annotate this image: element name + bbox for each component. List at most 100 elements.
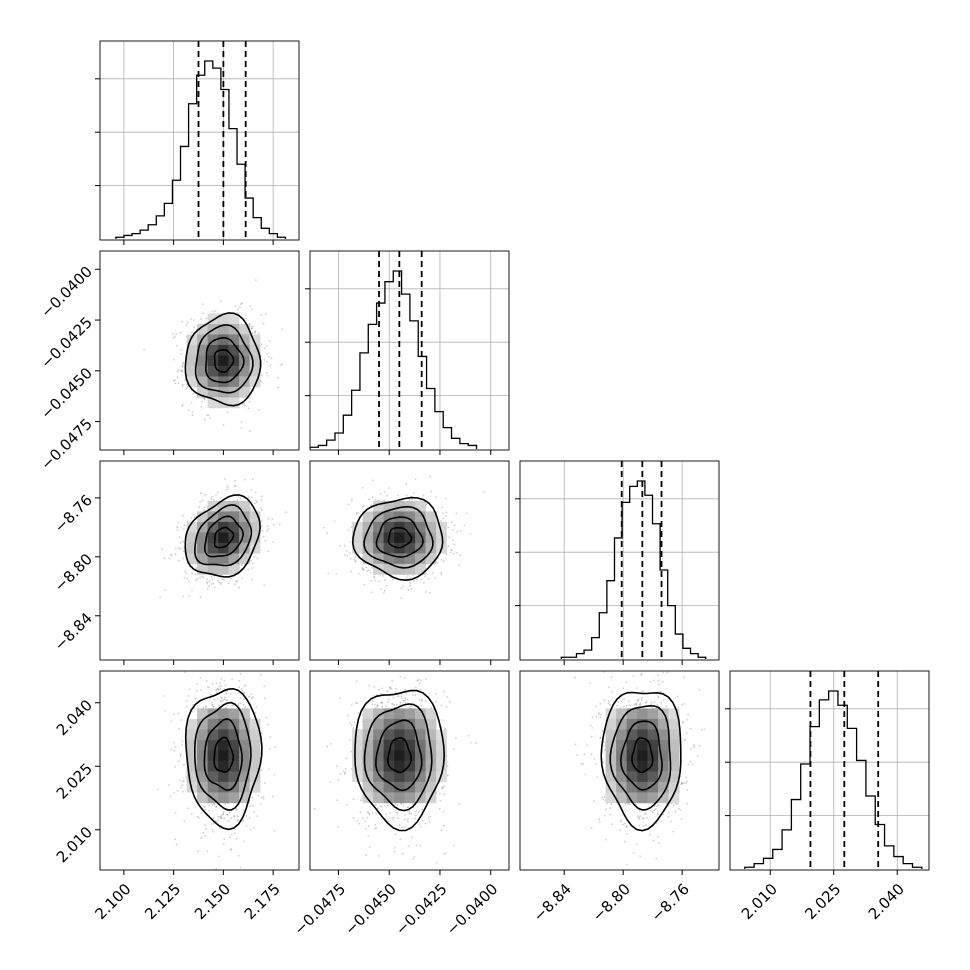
density-cell: [228, 365, 240, 377]
density-cell: [186, 729, 198, 741]
sample-point: [404, 677, 406, 679]
sample-point: [389, 686, 392, 689]
sample-point: [214, 310, 217, 312]
sample-point: [175, 333, 178, 335]
sample-point: [246, 666, 248, 668]
sample-point: [260, 355, 263, 357]
density-cell: [207, 739, 219, 751]
sample-point: [176, 376, 179, 379]
sample-point: [243, 698, 245, 701]
sample-point: [238, 679, 241, 682]
density-cell: [425, 532, 437, 544]
sample-point: [262, 536, 265, 538]
sample-point: [443, 690, 445, 693]
contour-line: [363, 703, 433, 812]
sample-point: [586, 744, 589, 747]
sample-point: [371, 703, 374, 706]
sample-point: [261, 732, 263, 735]
sample-point: [254, 491, 257, 494]
sample-point: [343, 772, 346, 775]
sample-point: [226, 813, 229, 816]
sample-point: [177, 522, 180, 524]
density-cell: [239, 553, 250, 565]
density-cell: [362, 542, 374, 554]
density-cell: [362, 760, 374, 772]
sample-point: [230, 817, 233, 819]
sample-point: [236, 819, 238, 822]
sample-point: [181, 383, 184, 386]
sample-point: [415, 665, 417, 667]
sample-point: [374, 823, 377, 826]
sample-point: [423, 581, 425, 584]
density-cell: [373, 760, 384, 772]
density-cell: [404, 521, 416, 533]
density-cell: [218, 750, 229, 762]
sample-point: [206, 582, 209, 585]
sample-point: [226, 813, 229, 816]
sample-point: [239, 672, 242, 675]
sample-point: [435, 693, 437, 695]
sample-point: [681, 782, 684, 784]
sample-point: [434, 496, 437, 498]
sample-point: [440, 704, 443, 707]
sample-point: [619, 828, 621, 831]
sample-point: [393, 703, 396, 706]
sample-point: [451, 539, 454, 541]
density-cell: [394, 781, 405, 793]
density-cell: [197, 708, 208, 720]
density-cell: [239, 344, 250, 356]
sample-point: [193, 326, 196, 328]
sample-point: [397, 695, 400, 697]
sample-point: [451, 529, 454, 531]
sample-point: [239, 696, 242, 699]
sample-point: [168, 557, 171, 559]
sample-point: [374, 703, 376, 706]
contour-line: [184, 312, 262, 407]
panel-content: [156, 666, 276, 870]
sample-point: [395, 687, 397, 690]
density-cell: [404, 739, 416, 751]
sample-point: [237, 854, 240, 857]
sample-point: [405, 494, 408, 497]
density-cell: [207, 760, 219, 772]
sample-point: [199, 501, 202, 503]
sample-point: [371, 479, 374, 482]
sample-point: [394, 833, 397, 836]
density-cell: [362, 739, 374, 751]
sample-point: [395, 703, 398, 706]
sample-point: [222, 813, 225, 816]
sample-point: [182, 790, 185, 793]
sample-point: [264, 782, 266, 784]
sample-point: [361, 568, 364, 570]
sample-point: [253, 811, 256, 813]
density-cell: [425, 553, 437, 565]
sample-point: [357, 712, 360, 715]
density-cell: [186, 376, 198, 388]
density-cell: [425, 708, 437, 720]
sample-point: [180, 719, 182, 721]
sample-point: [217, 687, 219, 690]
sample-point: [216, 698, 219, 700]
sample-point: [226, 411, 229, 414]
sample-point: [260, 796, 263, 799]
sample-point: [445, 511, 448, 514]
sample-point: [223, 698, 226, 701]
sample-point: [383, 579, 386, 582]
sample-point: [270, 357, 273, 360]
sample-point: [163, 695, 166, 697]
density-cell: [394, 708, 405, 720]
sample-point: [363, 583, 366, 586]
sample-point: [379, 492, 382, 495]
sample-point: [190, 331, 193, 334]
sample-point: [257, 409, 260, 411]
sample-point: [244, 706, 247, 708]
sample-point: [281, 363, 284, 365]
sample-point: [265, 372, 268, 374]
sample-point: [177, 382, 180, 385]
sample-point: [352, 798, 355, 801]
density-cell: [207, 355, 219, 367]
sample-point: [418, 698, 421, 701]
sample-point: [388, 812, 391, 814]
sample-point: [177, 712, 180, 715]
sample-point: [218, 855, 220, 858]
